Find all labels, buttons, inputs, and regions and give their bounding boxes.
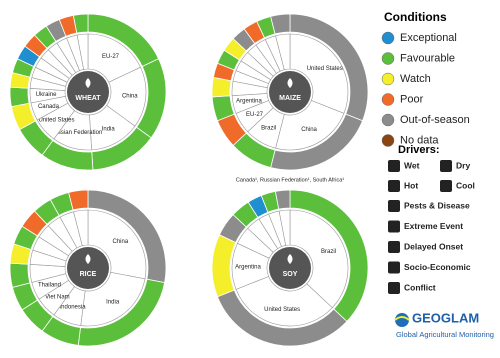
driver-label: Conflict [404, 282, 436, 292]
country-label: United States [264, 307, 300, 313]
condition-wedge [274, 189, 291, 210]
legend-label: Favourable [400, 52, 455, 64]
country-wedge [73, 209, 89, 247]
driver-label: Extreme Event [404, 221, 463, 231]
logo-arc [394, 316, 410, 321]
crop-name: WHEAT [75, 95, 101, 102]
driver-icon [388, 160, 400, 172]
crop-name: RICE [80, 271, 97, 278]
country-label: Argentina [235, 264, 261, 270]
legend-swatch [381, 113, 395, 127]
driver-icon [440, 160, 452, 172]
country-label: China [122, 94, 138, 100]
country-wedge [80, 271, 146, 327]
country-label: China [301, 127, 317, 133]
driver-label: Delayed Onset [404, 241, 463, 251]
condition-wedge [270, 13, 291, 35]
legend-label: Poor [400, 93, 424, 105]
driver-label: Pests & Disease [404, 200, 470, 210]
country-label: India [106, 300, 120, 306]
country-label: Brazil [261, 126, 276, 132]
driver-icon [388, 241, 400, 253]
driver-label: Hot [404, 180, 418, 190]
crop-center [269, 71, 311, 113]
driver-label: Socio-Economic [404, 262, 471, 272]
country-label: India [102, 126, 116, 132]
country-label: Ukraine [36, 92, 57, 98]
condition-wedge [9, 262, 31, 288]
country-label: Brazil [321, 249, 336, 255]
country-wedge [278, 209, 291, 246]
country-wedge [289, 33, 349, 114]
country-label: Russian Federation [50, 130, 102, 136]
driver-icon [388, 180, 400, 192]
logo-subtitle: Global Agricultural Monitoring [396, 330, 494, 339]
country-label: Viet Nam [45, 294, 70, 300]
country-wedge [275, 33, 291, 71]
country-label: Thailand [38, 282, 61, 288]
chart-note: Canada¹, Russian Federation¹, South Afri… [236, 177, 344, 183]
crop-center [269, 247, 311, 289]
legend-title: Conditions [384, 10, 447, 24]
legend-label: Watch [400, 73, 431, 85]
country-label: EU-27 [246, 112, 264, 118]
condition-wedge [72, 13, 89, 34]
logo: GEOGLAM Global Agricultural Monitoring [394, 310, 494, 339]
crop-icon [85, 78, 91, 88]
country-label: EU-27 [102, 54, 120, 60]
legend-label: Exceptional [400, 32, 457, 44]
country-label: Argentina [236, 99, 262, 105]
crop-icon [85, 254, 91, 264]
driver-label: Wet [404, 160, 420, 170]
driver-icon [388, 282, 400, 294]
driver-icon [440, 180, 452, 192]
legend-swatch [381, 72, 395, 86]
driver-icon [388, 220, 400, 233]
country-wedge [76, 33, 89, 70]
donut-chart: China India Indonesia Viet Nam Thailand RICE [9, 189, 167, 347]
country-wedge [87, 209, 147, 280]
donut-chart: United States China Brazil EU-27 Argentina MA… [211, 13, 369, 171]
country-label: United States [307, 66, 343, 72]
crop-icon [287, 254, 293, 264]
legend-label: Out-of-season [400, 114, 470, 126]
country-wedge [235, 276, 333, 327]
donut-chart: Brazil United States Argentina SOY Canada¹, … [211, 177, 369, 347]
country-wedge [275, 100, 345, 151]
driver-icon [388, 200, 400, 212]
country-label: United States [38, 117, 74, 123]
driver-label: Dry [456, 160, 470, 170]
condition-wedge [68, 189, 89, 211]
crop-name: MAIZE [279, 95, 301, 102]
crop-center [67, 71, 109, 113]
legend-swatch [381, 31, 395, 45]
legend-label: No data [400, 134, 439, 146]
legend-swatch [381, 52, 395, 65]
crop-name: SOY [283, 271, 298, 278]
country-label: Indonesia [60, 305, 87, 311]
crop-center [67, 247, 109, 289]
drivers-title: Drivers: [398, 144, 440, 156]
country-label: Canada [38, 104, 60, 110]
condition-wedge [9, 86, 30, 108]
driver-icon [388, 261, 400, 274]
logo-name: GEOGLAM [412, 310, 479, 325]
driver-label: Cool [456, 180, 475, 190]
crop-icon [287, 78, 293, 88]
legend-swatch [381, 134, 395, 147]
country-label: China [113, 239, 129, 245]
country-wedge [289, 209, 349, 309]
legend-swatch [381, 93, 395, 106]
logo-globe [395, 313, 409, 327]
